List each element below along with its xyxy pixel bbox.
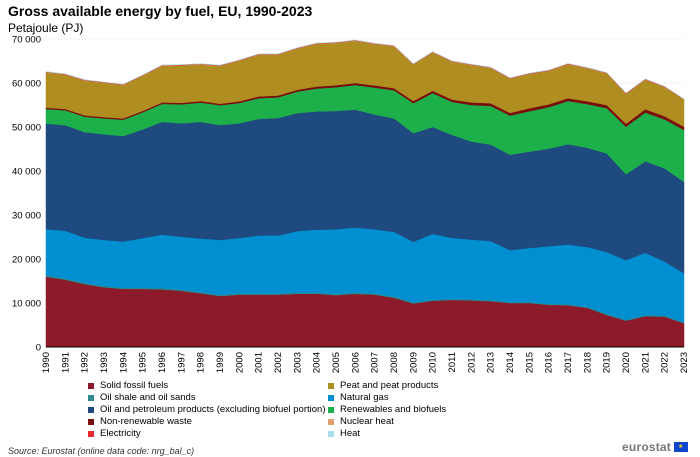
x-tick-label: 2006 [350, 352, 361, 373]
y-tick-label: 10 000 [12, 299, 41, 310]
x-tick-label: 2004 [312, 352, 323, 373]
x-tick-label: 2014 [505, 352, 516, 373]
x-tick-label: 1990 [41, 352, 52, 373]
legend-swatch [328, 430, 334, 437]
chart-title: Gross available energy by fuel, EU, 1990… [8, 3, 313, 19]
legend-item: Electricity [88, 428, 141, 439]
logo-text: eurostat [622, 440, 671, 454]
legend-swatch [88, 406, 94, 413]
legend-item: Solid fossil fuels [88, 380, 168, 391]
x-tick-label: 1992 [80, 352, 91, 373]
x-tick-label: 2005 [331, 352, 342, 373]
x-tick-label: 2018 [582, 352, 593, 373]
x-tick-label: 2016 [544, 352, 555, 373]
x-tick-label: 1998 [196, 352, 207, 373]
legend-label: Heat [340, 428, 361, 439]
x-tick-label: 2011 [447, 352, 458, 372]
y-tick-label: 30 000 [12, 211, 41, 222]
legend-label: Oil shale and oil sands [100, 392, 196, 403]
legend-label: Renewables and biofuels [340, 404, 447, 415]
x-tick-label: 1991 [60, 352, 71, 373]
x-tick-label: 2013 [486, 352, 497, 373]
legend-label: Peat and peat products [340, 380, 439, 391]
x-tick-label: 2021 [640, 352, 651, 373]
y-tick-label: 60 000 [12, 79, 41, 90]
x-tick-label: 2001 [254, 352, 265, 373]
legend-label: Nuclear heat [340, 416, 394, 427]
eu-flag-icon [674, 442, 688, 452]
x-tick-label: 2003 [292, 352, 303, 373]
x-tick-label: 2019 [602, 352, 613, 373]
x-tick-label: 2012 [466, 352, 477, 373]
x-tick-label: 2007 [370, 352, 381, 373]
legend-swatch [328, 418, 334, 425]
x-tick-label: 1994 [118, 352, 129, 373]
x-tick-label: 1997 [176, 352, 187, 373]
legend-swatch [88, 394, 94, 401]
x-tick-label: 1995 [138, 352, 149, 373]
area-series [45, 39, 685, 100]
stacked-area-chart: 0 10 000 20 000 30 000 40 000 50 000 60 000 70 … [12, 35, 690, 374]
x-tick-label: 2010 [428, 352, 439, 373]
legend-swatch [328, 394, 334, 401]
legend-swatch [328, 406, 334, 413]
x-tick-label: 2020 [621, 352, 632, 373]
x-tick-label: 2015 [524, 352, 535, 373]
y-tick-label: 20 000 [12, 255, 41, 266]
legend-swatch [88, 430, 94, 437]
x-tick-label: 2009 [408, 352, 419, 373]
x-tick-label: 2008 [389, 352, 400, 373]
y-tick-label: 50 000 [12, 123, 41, 134]
legend-label: Non-renewable waste [100, 416, 192, 427]
legend-swatch [328, 382, 334, 389]
y-tick-label: 70 000 [12, 35, 41, 46]
legend-item: Oil shale and oil sands [88, 392, 196, 403]
legend-swatch [88, 382, 94, 389]
legend-item: Oil and petroleum products (excluding bi… [88, 404, 326, 415]
legend-item: Peat and peat products [328, 380, 438, 391]
x-tick-label: 1996 [157, 352, 168, 373]
legend-label: Oil and petroleum products (excluding bi… [100, 404, 326, 415]
chart-subtitle: Petajoule (PJ) [8, 21, 84, 35]
legend-item: Natural gas [328, 392, 389, 403]
y-tick-label: 0 [36, 343, 41, 354]
legend-item: Non-renewable waste [88, 416, 192, 427]
legend-item: Nuclear heat [328, 416, 394, 427]
legend-swatch [88, 418, 94, 425]
y-tick-label: 40 000 [12, 167, 41, 178]
legend-item: Renewables and biofuels [328, 404, 446, 415]
x-tick-label: 2002 [273, 352, 284, 373]
eurostat-logo: eurostat [622, 440, 688, 454]
legend-label: Natural gas [340, 392, 389, 403]
x-tick-label: 1993 [99, 352, 110, 373]
x-tick-label: 2023 [679, 352, 690, 373]
x-tick-label: 2000 [234, 352, 245, 373]
x-tick-label: 2017 [563, 352, 574, 373]
x-tick-label: 1999 [215, 352, 226, 373]
source-note: Source: Eurostat (online data code: nrg_… [8, 446, 195, 456]
x-tick-label: 2022 [660, 352, 671, 373]
legend-item: Heat [328, 428, 360, 439]
legend-label: Electricity [100, 428, 141, 439]
legend-label: Solid fossil fuels [100, 380, 169, 391]
